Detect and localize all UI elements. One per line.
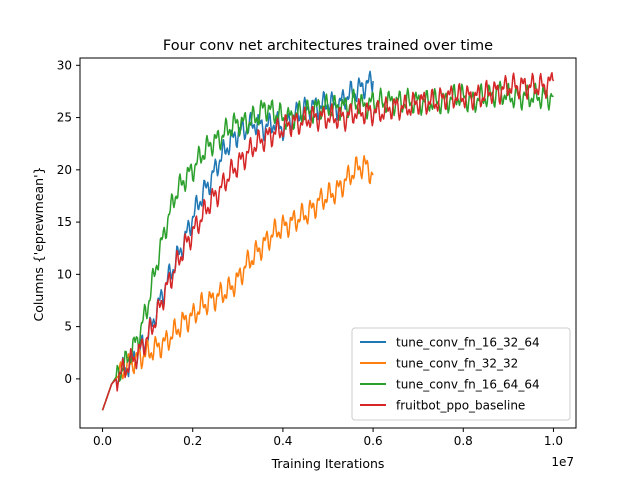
y-tick-label: 0 bbox=[64, 372, 72, 386]
y-tick-label: 25 bbox=[57, 111, 72, 125]
series-line-fruitbot_ppo_baseline bbox=[101, 72, 555, 411]
legend: tune_conv_fn_16_32_64 tune_conv_fn_32_32t… bbox=[351, 327, 571, 421]
x-tick-label: 0.4 bbox=[273, 434, 292, 448]
y-tick-label: 5 bbox=[64, 320, 72, 334]
x-axis-ticks: 0.0 0.2 0.4 0.6 0.8 1.0 bbox=[93, 428, 563, 448]
chart-title: Four conv net architectures trained over… bbox=[163, 38, 493, 54]
plot-frame bbox=[79, 57, 577, 429]
x-tick-label: 0.8 bbox=[454, 434, 473, 448]
series-layer bbox=[101, 70, 555, 411]
x-axis-offset-label: 1e7 bbox=[551, 455, 574, 469]
y-tick-label: 20 bbox=[57, 163, 72, 177]
y-axis-ticks: 0 5 10 15 20 25 30 bbox=[57, 58, 80, 386]
y-tick-label: 15 bbox=[57, 215, 72, 229]
legend-label: tune_conv_fn_32_32 bbox=[396, 357, 518, 371]
legend-label: tune_conv_fn_16_64_64 bbox=[396, 378, 540, 392]
legend-box bbox=[351, 327, 571, 421]
y-tick-label: 10 bbox=[57, 267, 72, 281]
x-tick-label: 0.0 bbox=[93, 434, 112, 448]
x-axis-label: Training Iterations bbox=[271, 456, 385, 471]
x-tick-label: 1.0 bbox=[544, 434, 563, 448]
legend-label: fruitbot_ppo_baseline bbox=[396, 399, 525, 413]
x-tick-label: 0.6 bbox=[364, 434, 383, 448]
series-line-tune_conv_fn_32_32 bbox=[101, 155, 374, 411]
x-tick-label: 0.2 bbox=[183, 434, 202, 448]
y-axis-label: Columns {'eprewmean'} bbox=[31, 167, 46, 322]
legend-label: tune_conv_fn_16_32_64 bbox=[396, 336, 540, 350]
y-tick-label: 30 bbox=[57, 58, 72, 72]
legend-items: tune_conv_fn_16_32_64 tune_conv_fn_32_32t… bbox=[360, 336, 540, 413]
